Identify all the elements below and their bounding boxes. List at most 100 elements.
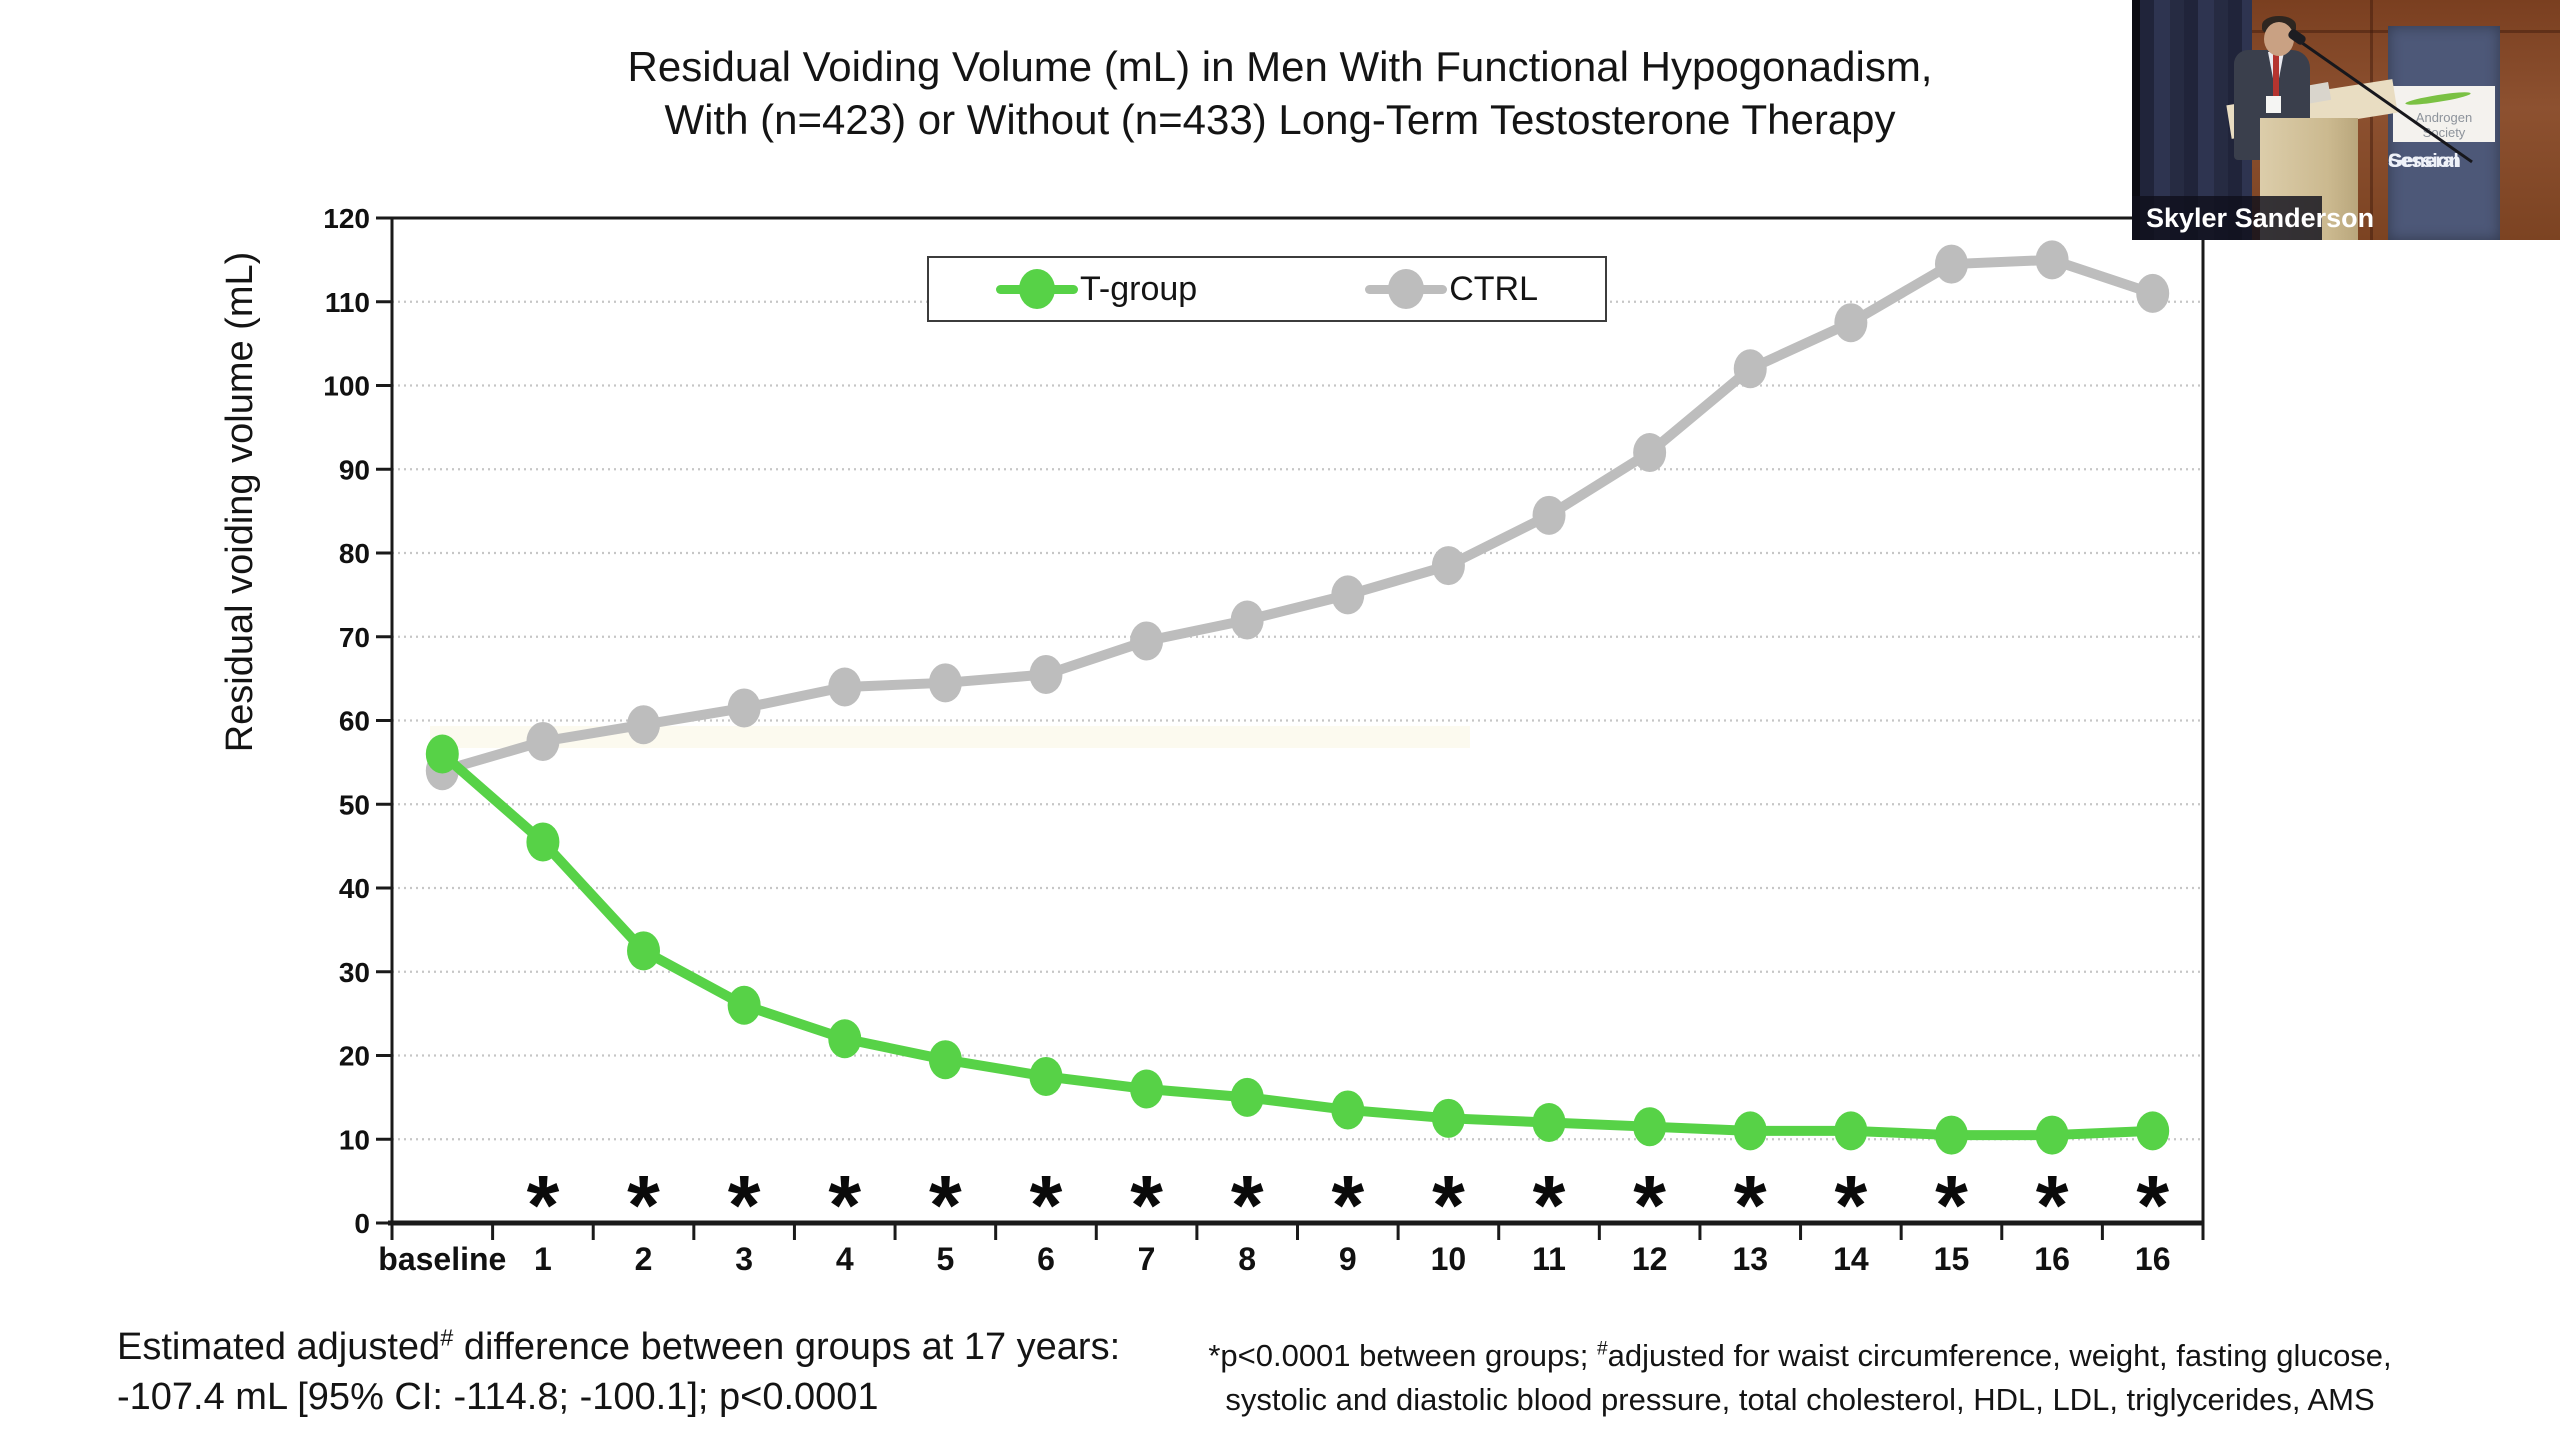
x-tick-label: 4 — [836, 1241, 854, 1277]
y-tick-label: 10 — [339, 1124, 370, 1155]
t-group-legend-label: T-group — [1080, 269, 1198, 308]
significance-asterisk: * — [929, 1158, 962, 1252]
footnote-adjustments: *p<0.0001 between groups; #adjusted for … — [1180, 1334, 2420, 1422]
t-group-marker — [2136, 1111, 2170, 1151]
ctrl-marker — [828, 667, 862, 707]
ctrl-marker — [1230, 600, 1264, 640]
legend-item-ctrl: CTRL — [1365, 269, 1538, 309]
speaker-head — [2264, 22, 2294, 56]
ctrl-marker — [1834, 303, 1868, 343]
highlight-band — [430, 726, 1470, 748]
chart-legend: T-group CTRL — [927, 256, 1607, 322]
significance-asterisk: * — [1432, 1158, 1465, 1252]
t-group-marker — [1834, 1111, 1868, 1151]
y-tick-label: 90 — [339, 454, 370, 485]
chart-title-line2: With (n=423) or Without (n=433) Long-Ter… — [664, 96, 1896, 143]
speaker-badge — [2266, 96, 2281, 113]
ctrl-marker — [1633, 433, 1667, 472]
x-tick-label: 5 — [936, 1241, 954, 1277]
x-tick-label: 7 — [1138, 1241, 1156, 1277]
x-tick-label: 11 — [1532, 1241, 1566, 1277]
significance-asterisk: * — [1030, 1158, 1063, 1252]
ctrl-marker — [2136, 273, 2170, 313]
footnote-difference-line2: -107.4 mL [95% CI: -114.8; -100.1]; p<0.… — [117, 1376, 879, 1418]
t-group-marker — [425, 734, 459, 774]
x-tick-label: 6 — [1037, 1241, 1055, 1277]
ctrl-marker — [627, 705, 661, 745]
y-tick-label: 80 — [339, 538, 370, 569]
significance-asterisk: * — [527, 1158, 560, 1252]
y-tick-label: 40 — [339, 873, 370, 904]
t-group-marker — [727, 985, 761, 1025]
wall-seam — [2370, 0, 2373, 240]
y-tick-label: 70 — [339, 622, 370, 653]
t-group-marker — [1733, 1111, 1767, 1151]
significance-asterisk: * — [627, 1158, 660, 1252]
x-tick-label: 13 — [1732, 1241, 1768, 1277]
ctrl-marker — [2035, 240, 2069, 280]
significance-asterisk: * — [1130, 1158, 1163, 1252]
t-group-marker — [928, 1040, 962, 1080]
significance-asterisk: * — [2036, 1158, 2069, 1252]
x-tick-label: 14 — [1833, 1241, 1869, 1277]
t-group-marker — [1431, 1098, 1465, 1138]
ctrl-legend-marker — [1365, 269, 1448, 309]
y-tick-label: 20 — [339, 1041, 370, 1072]
t-group-marker — [1130, 1069, 1164, 1109]
significance-asterisk: * — [728, 1158, 761, 1252]
legend-item-t-group: T-group — [996, 269, 1198, 309]
t-group-marker — [1230, 1077, 1264, 1117]
x-tick-label: 3 — [735, 1241, 753, 1277]
x-tick-label: 2 — [635, 1241, 653, 1277]
t-group-marker — [1532, 1103, 1566, 1142]
footnote-difference-line1: Estimated adjusted# difference between g… — [117, 1324, 1121, 1368]
significance-asterisk: * — [1331, 1158, 1364, 1252]
y-tick-label: 30 — [339, 957, 370, 988]
x-tick-label: baseline — [378, 1241, 506, 1277]
chart-title-line1: Residual Voiding Volume (mL) in Men With… — [627, 43, 1933, 90]
y-tick-label: 120 — [323, 203, 370, 234]
significance-asterisk: * — [828, 1158, 861, 1252]
x-tick-label: 9 — [1339, 1241, 1357, 1277]
speaker-name-label: Skyler Sanderson — [2132, 196, 2374, 240]
speaker-lanyard — [2273, 52, 2279, 102]
video-frame-edge — [2132, 0, 2140, 240]
t-group-marker — [828, 1019, 862, 1059]
footnote-adjustments-line2: systolic and diastolic blood pressure, t… — [1225, 1382, 2375, 1417]
ctrl-legend-dot — [1388, 269, 1425, 309]
t-group-marker — [526, 822, 560, 862]
y-tick-label: 0 — [354, 1208, 370, 1239]
significance-asterisk: * — [1935, 1158, 1968, 1252]
ctrl-marker — [526, 721, 560, 761]
x-tick-label: 10 — [1431, 1241, 1467, 1277]
ctrl-marker — [1331, 575, 1365, 615]
t-group-marker — [627, 931, 661, 971]
significance-asterisk: * — [1734, 1158, 1767, 1252]
speaker-video-thumbnail[interactable]: Androgen Society General Session Skyler … — [2132, 0, 2560, 240]
androgen-society-swoosh-icon — [2404, 89, 2472, 108]
significance-asterisk: * — [2136, 1158, 2169, 1252]
significance-asterisk: * — [1231, 1158, 1264, 1252]
ctrl-legend-label: CTRL — [1449, 269, 1538, 308]
chart-title: Residual Voiding Volume (mL) in Men With… — [0, 40, 2560, 146]
ctrl-marker — [1431, 546, 1465, 586]
x-tick-label: 16 — [2034, 1241, 2070, 1277]
t-group-marker — [1029, 1056, 1063, 1096]
t-group-legend-dot — [1019, 269, 1055, 309]
t-group-marker — [1633, 1107, 1667, 1147]
t-group-legend-marker — [996, 269, 1078, 309]
footnote-adjustments-line1: *p<0.0001 between groups; #adjusted for … — [1208, 1338, 2392, 1373]
significance-asterisk: * — [1633, 1158, 1666, 1252]
ctrl-series-line — [437, 254, 2158, 776]
significance-asterisk: * — [1835, 1158, 1868, 1252]
ctrl-marker — [1532, 495, 1566, 535]
ctrl-marker — [1029, 654, 1063, 694]
x-tick-label: 16 — [2135, 1241, 2171, 1277]
t-group-marker — [1331, 1090, 1365, 1130]
y-tick-label: 110 — [325, 287, 370, 318]
y-tick-label: 50 — [339, 789, 370, 820]
x-tick-label: 15 — [1934, 1241, 1970, 1277]
x-tick-label: 8 — [1238, 1241, 1256, 1277]
